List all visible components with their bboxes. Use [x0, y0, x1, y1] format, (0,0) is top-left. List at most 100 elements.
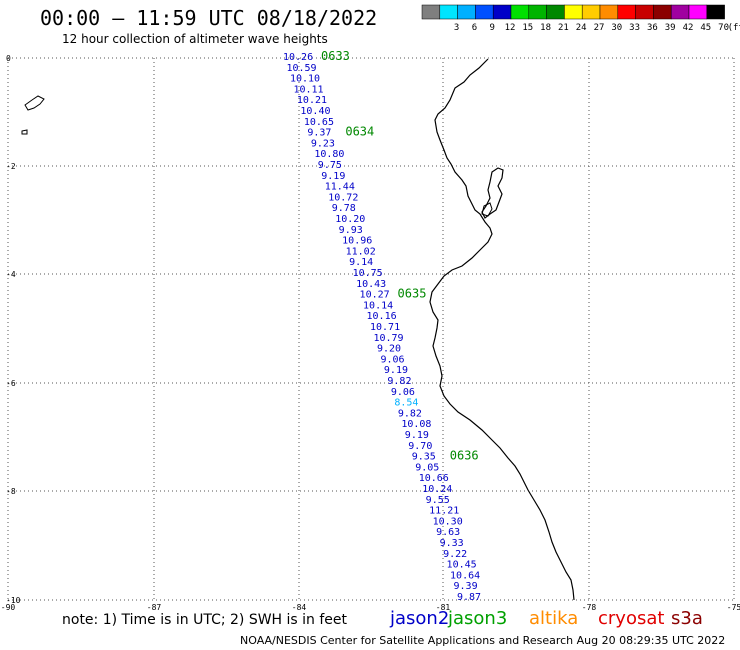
axis-labels: 0 -2 -4 -6 -8 -10-90 -87 -84 -81 -78 -75	[1, 54, 740, 610]
wave-height-value: 9.06	[380, 354, 404, 365]
lon-label: -84	[292, 603, 307, 610]
wave-height-value: 9.19	[405, 430, 429, 441]
lat-label: -8	[6, 487, 16, 496]
legend-label: 18	[540, 23, 551, 33]
legend-label: 39	[665, 23, 676, 33]
wave-height-value: 10.80	[314, 149, 344, 160]
wave-height-value: 10.26	[283, 52, 313, 63]
wave-height-value: 9.14	[349, 257, 373, 268]
wave-height-value: 10.43	[356, 279, 386, 290]
satellite-cryosat: cryosat	[598, 608, 665, 629]
gulf-of-guayaquil	[481, 167, 504, 219]
legend-swatch	[706, 4, 725, 20]
lat-label: 0	[6, 54, 11, 63]
satellite-jason3: jason3	[448, 608, 508, 629]
wave-height-value: 9.33	[440, 538, 464, 549]
wave-height-value: 11.02	[346, 246, 376, 257]
wave-height-value: 9.20	[377, 344, 401, 355]
wave-height-value: 9.55	[426, 495, 450, 506]
wave-height-value: 9.19	[321, 171, 345, 182]
map-title: 00:00 – 11:59 UTC 08/18/2022	[40, 6, 378, 30]
wave-height-value: 10.45	[447, 560, 477, 571]
legend-label: 9	[489, 23, 494, 33]
wave-height-value: 11.21	[429, 506, 459, 517]
wave-height-value: 9.05	[415, 462, 439, 473]
lon-label: -90	[1, 603, 16, 610]
map-subtitle: 12 hour collection of altimeter wave hei…	[62, 32, 328, 46]
credit-text: NOAA/NESDIS Center for Satellite Applica…	[240, 634, 726, 647]
lon-label: -87	[147, 603, 162, 610]
wave-height-value: 10.66	[419, 473, 449, 484]
lat-label: -10	[6, 596, 21, 605]
wave-height-value: 10.72	[328, 192, 358, 203]
wave-height-value: 9.23	[311, 138, 335, 149]
legend-label: 6	[472, 23, 477, 33]
wave-height-value: 10.79	[373, 333, 403, 344]
wave-height-value: 10.59	[286, 63, 316, 74]
galapagos-santa-cruz	[21, 129, 28, 135]
time-label: 0633	[321, 49, 350, 63]
note-text: note: 1) Time is in UTC; 2) SWH is in fe…	[62, 612, 348, 628]
satellite-altika: altika	[529, 608, 579, 629]
legend-label: 12	[505, 23, 516, 33]
lat-label: -4	[6, 270, 16, 279]
wave-height-value: 9.93	[339, 225, 363, 236]
time-label: 0635	[398, 287, 427, 301]
lon-label: -75	[727, 603, 740, 610]
wave-height-map: 10.2610.5910.1010.1110.2110.4010.659.379…	[1, 49, 740, 610]
wave-height-value: 8.54	[394, 398, 418, 409]
legend-label: 27	[594, 23, 605, 33]
lon-label: -81	[436, 603, 451, 610]
legend-label: 21	[558, 23, 569, 33]
wave-height-value: 10.20	[335, 214, 365, 225]
time-labels: 0633 0634 0635 0636	[321, 49, 479, 463]
wave-height-value: 10.65	[304, 117, 334, 128]
wave-height-value: 9.35	[412, 452, 436, 463]
legend-label: 15	[522, 23, 533, 33]
wave-height-value: 10.64	[450, 570, 480, 581]
wave-height-value: 10.96	[342, 236, 372, 247]
wave-height-value: 9.37	[307, 128, 331, 139]
legend-label: 45	[700, 23, 711, 33]
coastline-path	[429, 58, 575, 601]
lat-label: -6	[6, 379, 16, 388]
wave-height-value: 10.71	[370, 322, 400, 333]
wave-height-value: 10.14	[363, 300, 393, 311]
wave-height-value: 9.39	[454, 581, 478, 592]
wave-height-value: 9.70	[408, 441, 432, 452]
satellite-s3a: s3a	[671, 608, 703, 629]
wave-height-value: 10.24	[422, 484, 452, 495]
time-label: 0636	[450, 449, 479, 463]
wave-height-value: 9.78	[332, 203, 356, 214]
wave-height-value: 9.19	[384, 365, 408, 376]
legend-label: 24	[576, 23, 587, 33]
legend-label: 33	[629, 23, 640, 33]
wave-height-value: 10.75	[353, 268, 383, 279]
wave-height-value: 9.87	[457, 592, 481, 603]
wave-height-value: 9.63	[436, 527, 460, 538]
galapagos-isabela	[24, 95, 45, 111]
wave-height-value: 10.21	[297, 95, 327, 106]
wave-height-value: 10.27	[360, 290, 390, 301]
lon-label: -78	[582, 603, 597, 610]
lat-label: -2	[6, 162, 16, 171]
wave-height-value: 9.06	[391, 387, 415, 398]
track-labels: 10.2610.5910.1010.1110.2110.4010.659.379…	[283, 52, 481, 603]
time-label: 0634	[345, 125, 374, 139]
legend-label: 42	[683, 23, 694, 33]
wave-height-value: 9.75	[318, 160, 342, 171]
satellite-jason2: jason2	[390, 608, 450, 629]
legend-label: 3	[454, 23, 459, 33]
wave-height-value: 10.10	[290, 74, 320, 85]
puna-island	[481, 202, 493, 217]
wave-height-value: 9.22	[443, 549, 467, 560]
legend-unit: (ft)	[728, 23, 740, 33]
wave-height-value: 9.82	[398, 408, 422, 419]
legend-label: 36	[647, 23, 658, 33]
wave-height-value: 10.08	[401, 419, 431, 430]
wave-height-value: 10.30	[433, 516, 463, 527]
wave-height-value: 10.40	[300, 106, 330, 117]
wave-height-value: 11.44	[325, 182, 355, 193]
wave-height-value: 10.11	[293, 84, 323, 95]
